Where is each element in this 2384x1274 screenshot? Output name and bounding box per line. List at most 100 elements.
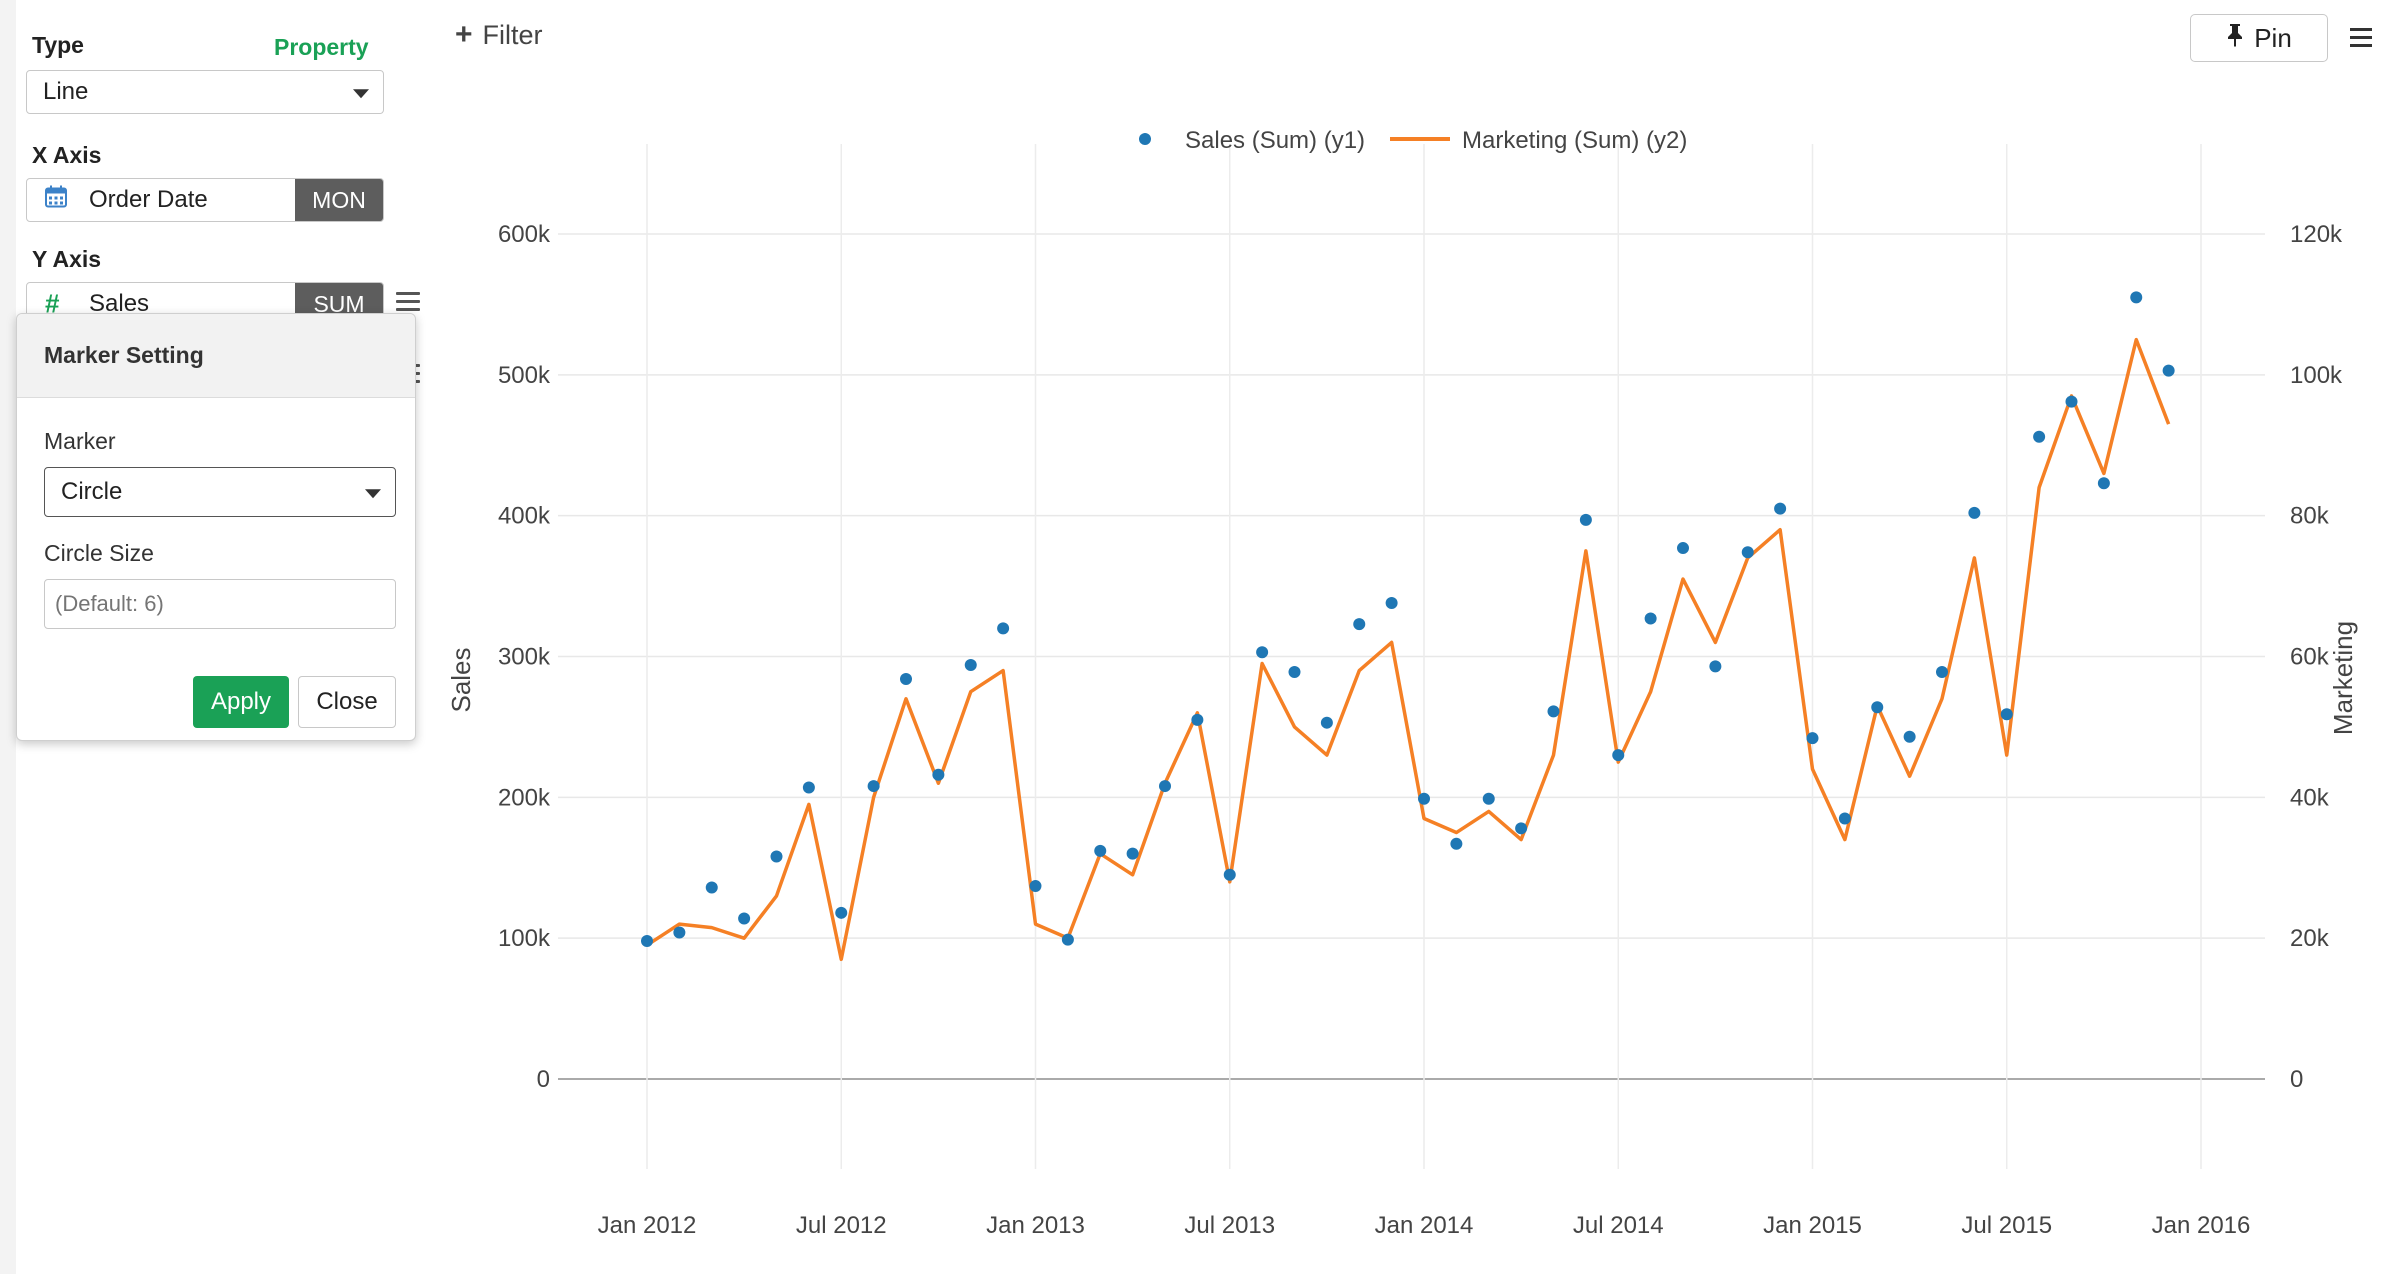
yaxis-menu-icon[interactable] bbox=[396, 292, 420, 316]
calendar-icon bbox=[45, 185, 67, 215]
type-label: Type bbox=[32, 32, 84, 58]
data-point-sales bbox=[1515, 822, 1528, 835]
marker-value: Circle bbox=[61, 478, 123, 505]
data-point-sales bbox=[867, 780, 880, 793]
hash-icon: # bbox=[45, 288, 60, 319]
y2-tick-label: 20k bbox=[2290, 925, 2330, 952]
x-tick-label: Jan 2014 bbox=[1375, 1212, 1474, 1239]
x-tick-label: Jan 2013 bbox=[986, 1212, 1085, 1239]
series-line-marketing bbox=[646, 337, 2171, 962]
y2-axis-title: Marketing bbox=[2328, 621, 2358, 735]
data-point-sales bbox=[1644, 612, 1657, 625]
data-point-sales bbox=[1385, 596, 1398, 609]
pin-icon bbox=[2226, 23, 2244, 53]
data-point-sales bbox=[1353, 618, 1366, 631]
y1-tick-label: 200k bbox=[498, 784, 551, 811]
y2-tick-label: 100k bbox=[2290, 362, 2343, 389]
data-point-sales bbox=[1288, 665, 1301, 678]
data-point-sales bbox=[1838, 812, 1851, 825]
x-tick-label: Jan 2016 bbox=[2152, 1212, 2251, 1239]
data-point-sales bbox=[1774, 502, 1787, 515]
data-point-sales bbox=[835, 906, 848, 919]
close-button[interactable]: Close bbox=[298, 676, 396, 728]
pin-label: Pin bbox=[2254, 22, 2292, 53]
y2-tick-label: 0 bbox=[2290, 1066, 2303, 1093]
data-point-sales bbox=[1612, 749, 1625, 762]
x-tick-label: Jul 2013 bbox=[1184, 1212, 1275, 1239]
data-point-sales bbox=[1741, 546, 1754, 559]
data-point-sales bbox=[1547, 705, 1560, 718]
legend-label-marketing: Marketing (Sum) (y2) bbox=[1462, 127, 1687, 154]
menu-icon[interactable] bbox=[2350, 28, 2372, 52]
y1-axis-title: Sales bbox=[446, 647, 476, 712]
marker-select[interactable]: Circle bbox=[44, 467, 396, 517]
legend-label-sales: Sales (Sum) (y1) bbox=[1185, 127, 1365, 154]
data-point-sales bbox=[2130, 291, 2143, 304]
data-point-sales bbox=[1256, 646, 1269, 659]
data-point-sales bbox=[1579, 513, 1592, 526]
y2-tick-label: 120k bbox=[2290, 221, 2343, 248]
pin-button[interactable]: Pin bbox=[2190, 14, 2328, 62]
x-tick-label: Jan 2015 bbox=[1763, 1212, 1862, 1239]
data-point-sales bbox=[802, 781, 815, 794]
data-point-sales bbox=[1223, 868, 1236, 881]
data-point-sales bbox=[1936, 665, 1948, 678]
yaxis-field-name: Sales bbox=[89, 290, 150, 317]
data-point-sales bbox=[1903, 730, 1916, 743]
data-point-sales bbox=[738, 912, 751, 925]
chart: 0 100k 200k 300k 400k 500k 600k 0 20k 40k 60k 80k 10… bbox=[446, 127, 2358, 1239]
xaxis-agg-button[interactable]: MON bbox=[295, 179, 383, 221]
y1-tick-label: 300k bbox=[498, 644, 551, 671]
sidebar: Type Property Line X Axis Order Date MON… bbox=[16, 0, 446, 1274]
apply-button[interactable]: Apply bbox=[193, 676, 289, 728]
y1-tick-label: 100k bbox=[498, 925, 551, 952]
data-point-sales bbox=[673, 926, 686, 939]
data-point-sales bbox=[1968, 506, 1981, 519]
data-point-sales bbox=[1320, 716, 1333, 729]
filter-button[interactable]: + Filter bbox=[455, 18, 543, 52]
left-edge bbox=[0, 0, 16, 1274]
data-point-sales bbox=[1709, 660, 1722, 673]
circle-size-label: Circle Size bbox=[44, 540, 154, 566]
data-point-sales bbox=[997, 622, 1010, 635]
chart-type-value: Line bbox=[43, 78, 89, 105]
data-point-sales bbox=[1159, 780, 1171, 793]
data-point-sales bbox=[900, 673, 912, 686]
xaxis-field-name: Order Date bbox=[89, 186, 208, 213]
x-tick-label: Jan 2012 bbox=[598, 1212, 697, 1239]
data-point-sales bbox=[1191, 713, 1204, 726]
xaxis-field[interactable]: Order Date MON bbox=[26, 178, 384, 222]
data-point-sales bbox=[1029, 880, 1042, 893]
chevron-down-icon bbox=[353, 89, 369, 99]
data-point-sales bbox=[1126, 847, 1139, 860]
y1-tick-label: 400k bbox=[498, 503, 551, 530]
property-link[interactable]: Property bbox=[274, 34, 369, 60]
xaxis-label: X Axis bbox=[32, 142, 102, 168]
y1-tick-label: 0 bbox=[537, 1066, 550, 1093]
popover-title: Marker Setting bbox=[17, 314, 415, 398]
data-point-sales bbox=[1482, 792, 1495, 805]
data-point-sales bbox=[641, 934, 653, 947]
data-point-sales bbox=[2065, 395, 2078, 408]
x-tick-label: Jul 2014 bbox=[1573, 1212, 1664, 1239]
data-point-sales bbox=[705, 881, 718, 894]
data-point-sales bbox=[1094, 844, 1107, 857]
chart-type-select[interactable]: Line bbox=[26, 70, 384, 114]
data-point-sales bbox=[1418, 792, 1430, 805]
chevron-down-icon bbox=[365, 489, 381, 499]
data-point-sales bbox=[2033, 430, 2046, 443]
y2-tick-label: 40k bbox=[2290, 784, 2330, 811]
y1-tick-label: 500k bbox=[498, 362, 551, 389]
data-point-sales bbox=[2162, 364, 2175, 377]
y1-tick-label: 600k bbox=[498, 221, 551, 248]
data-point-sales bbox=[1806, 732, 1819, 745]
circle-size-input[interactable] bbox=[44, 579, 396, 629]
data-point-sales bbox=[932, 768, 945, 781]
data-point-sales bbox=[1061, 933, 1074, 946]
data-point-sales bbox=[770, 850, 783, 863]
x-tick-label: Jul 2012 bbox=[796, 1212, 887, 1239]
y2-tick-label: 60k bbox=[2290, 644, 2330, 671]
data-point-sales bbox=[2000, 708, 2013, 721]
data-point-sales bbox=[1450, 837, 1463, 850]
legend-marker-sales bbox=[1139, 133, 1151, 145]
